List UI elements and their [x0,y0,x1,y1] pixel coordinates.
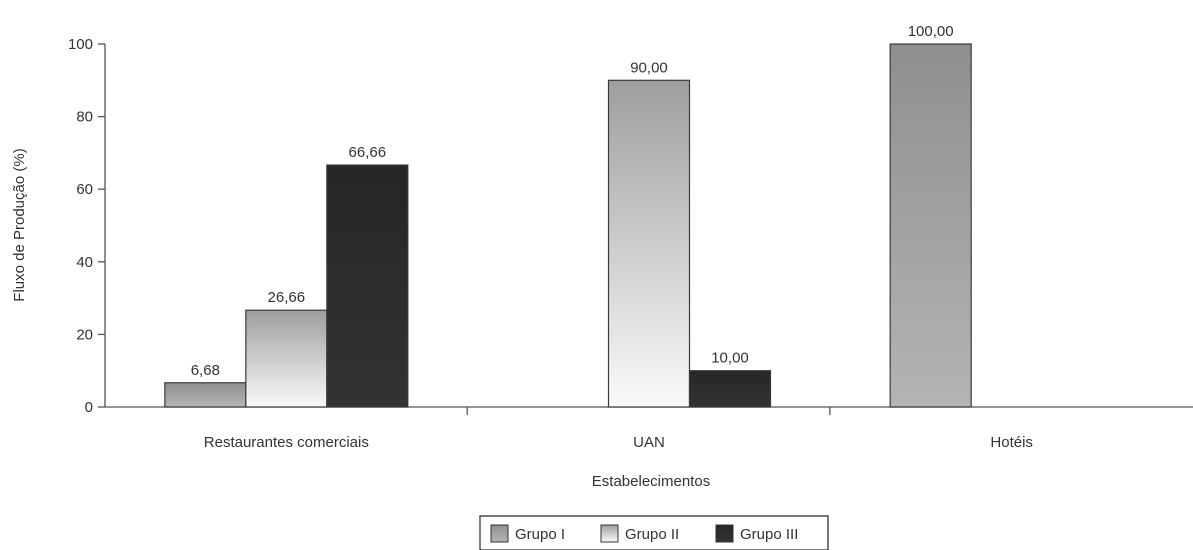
bar-grupo-i [164,382,247,408]
data-label: 100,00 [908,23,954,40]
legend-box [479,515,829,550]
legend-swatch-grupo-iii [715,524,734,543]
legend-label-grupo-i: Grupo I [515,526,565,543]
x-tick-label: Hotéis [990,434,1033,451]
y-tick-label: 0 [85,399,93,416]
plot-area: 0 20 40 60 80 100 6,68 26,66 66,66 Restaurantes c… [68,23,1193,451]
x-axis-title: Estabelecimentos [592,473,710,490]
data-label: 10,00 [711,350,749,367]
data-label: 26,66 [268,289,306,306]
y-tick-label: 100 [68,36,93,53]
x-tick-label: Restaurantes comerciais [204,434,369,451]
legend: Grupo I Grupo II Grupo III [479,515,829,550]
legend-swatch-grupo-i [490,524,509,543]
data-label: 66,66 [349,144,387,161]
y-tick-label: 60 [76,181,93,198]
y-tick-label: 20 [76,326,93,343]
y-tick-label: 40 [76,254,93,271]
y-tick-label: 80 [76,109,93,126]
data-label: 90,00 [630,59,668,76]
bar-grupo-iii [688,370,772,408]
y-axis-title: Fluxo de Produção (%) [11,148,28,301]
bar-grupo-iii [326,164,409,408]
bar-grupo-ii [245,309,328,408]
legend-label-grupo-ii: Grupo II [625,526,679,543]
x-tick-label: UAN [633,434,665,451]
legend-label-grupo-iii: Grupo III [740,526,798,543]
legend-swatch-grupo-ii [600,524,619,543]
bar-grupo-ii [607,79,691,408]
data-label: 6,68 [191,362,220,379]
bar-grupo-i [889,43,972,408]
